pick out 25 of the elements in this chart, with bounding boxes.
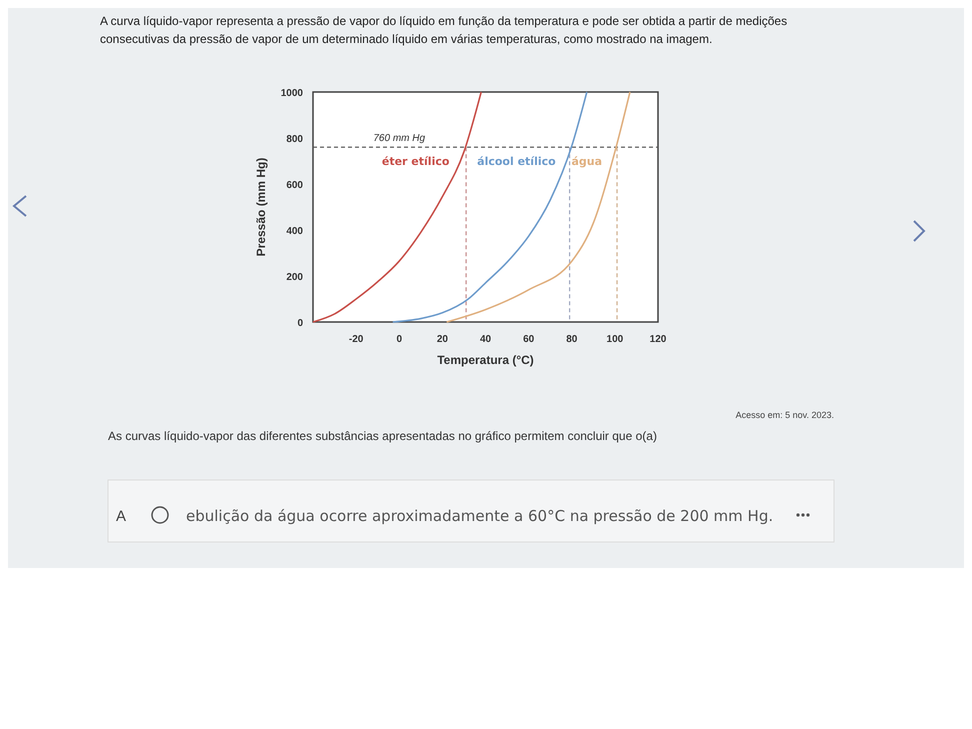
text: As curvas líquido-vapor das diferentes substâncias apresentadas no gráfico permitem concluir que o(a)	[108, 429, 657, 443]
x-tick-label: 100	[606, 334, 624, 345]
series-label: álcool etílico	[477, 155, 556, 168]
x-tick-label: 40	[480, 334, 492, 345]
y-tick-label: 800	[286, 134, 304, 145]
chart-title: A curva líquido-vapor representa a pressão de vapor do líquido em função da temperatura e pode ser obtida a partir de medições consecutivas da pressão de vapor de um determinado líquido em várias temperaturas, como mostrado na imagem.	[100, 13, 788, 48]
series-label: água	[571, 155, 602, 168]
y-tick-label: 600	[286, 180, 304, 191]
y-tick-label: 400	[286, 226, 304, 237]
y-tick-label: 1000	[280, 88, 304, 99]
y-axis-title: Pressão (mm Hg)	[254, 158, 268, 256]
text: A	[116, 508, 126, 525]
ref-line-label: 760 mm Hg	[373, 133, 426, 144]
x-tick-label: 80	[566, 334, 578, 345]
x-tick-label: 20	[436, 334, 448, 345]
y-tick-label: 200	[286, 272, 304, 283]
x-tick-label: 120	[650, 334, 667, 345]
x-tick-label: -20	[348, 334, 364, 345]
x-axis-title: Temperatura (°C)	[437, 353, 534, 367]
text: ebulição da água ocorre aproximadamente a 60°C na pressão de 200 mm Hg.	[186, 507, 774, 525]
text: Acesso em: 5 nov. 2023.	[736, 410, 834, 420]
y-tick-label: 0	[297, 318, 304, 329]
x-tick-label: 0	[396, 334, 402, 345]
x-tick-label: 60	[523, 334, 535, 345]
series-label: éter etílico	[382, 155, 450, 168]
